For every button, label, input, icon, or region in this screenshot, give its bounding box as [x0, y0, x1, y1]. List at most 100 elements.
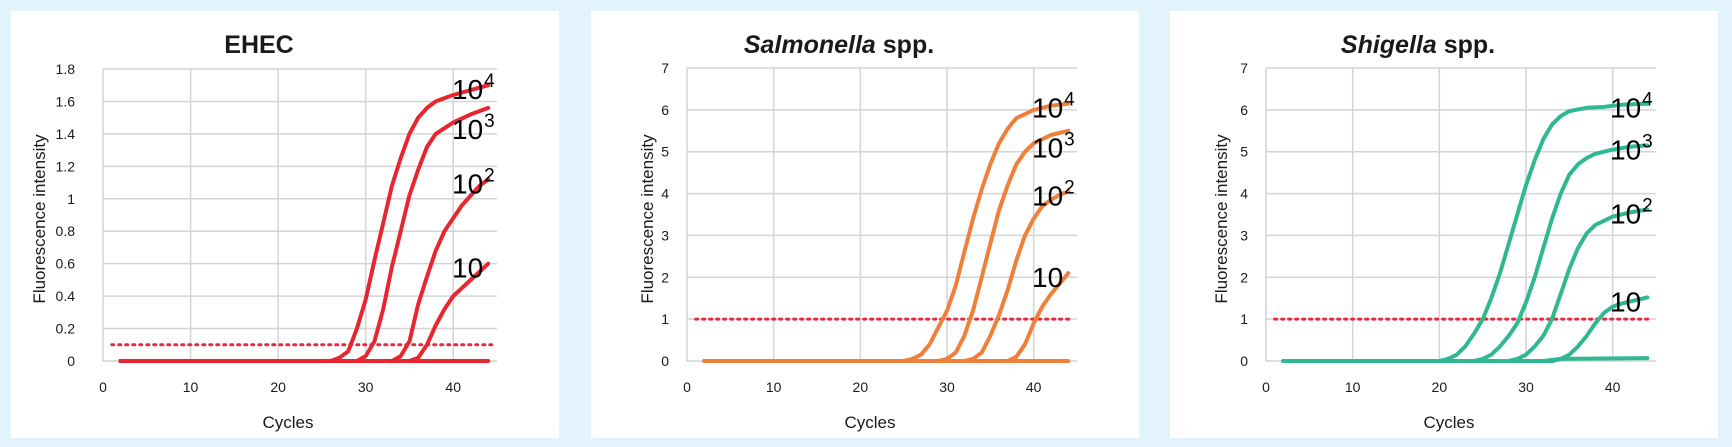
x-tick-label: 30 — [939, 379, 955, 395]
series-end-label: 10 — [452, 253, 483, 284]
series-end-label: 10 — [1032, 262, 1063, 293]
x-tick-label: 30 — [358, 379, 374, 395]
series-line — [702, 189, 1071, 363]
series-line — [118, 105, 491, 363]
series-end-label-exp: 2 — [1642, 195, 1653, 216]
series-end-label-exp: 4 — [1642, 90, 1653, 111]
series-group — [118, 83, 491, 363]
series-end-label-base: 10 — [452, 253, 483, 284]
y-tick-label: 7 — [1240, 60, 1248, 76]
y-tick-label: 7 — [661, 60, 669, 76]
chart-title: Shigella spp. — [1341, 31, 1495, 59]
series-line — [1281, 207, 1650, 363]
series-line — [118, 177, 491, 363]
x-tick-label: 20 — [1432, 379, 1448, 395]
y-axis-label: Fluorescence intensity — [30, 134, 49, 304]
x-tick-label: 40 — [445, 379, 461, 395]
y-tick-label: 0.8 — [56, 223, 76, 239]
series-end-label-base: 10 — [1610, 134, 1641, 165]
series-line — [702, 128, 1071, 363]
y-axis-label: Fluorescence intensity — [638, 134, 657, 304]
series-end-label-base: 10 — [1610, 198, 1641, 229]
series-end-label-exp: 4 — [484, 71, 495, 92]
x-tick-label: 40 — [1605, 379, 1621, 395]
x-tick-label: 10 — [1345, 379, 1361, 395]
chart-title-plain: EHEC — [224, 31, 293, 59]
series-end-label: 102 — [452, 165, 495, 199]
y-tick-label: 1 — [67, 191, 75, 207]
x-tick-label: 20 — [270, 379, 286, 395]
chart-title-plain: spp. — [1437, 31, 1495, 59]
series-line — [1281, 101, 1650, 363]
series-line — [702, 271, 1071, 363]
panel-ehec: 0 0.2 0.4 0.6 0.8 1 1.2 1.4 1.6 1.8 0 10 20 30 40 Cycle… — [11, 11, 559, 438]
series-line — [118, 83, 491, 363]
series-end-label-base: 10 — [1610, 93, 1641, 124]
series-line — [1281, 356, 1650, 363]
series-end-label: 103 — [1610, 131, 1653, 165]
y-tick-label: 5 — [1240, 144, 1248, 160]
y-tick-label: 6 — [661, 102, 669, 118]
y-tick-label: 3 — [661, 227, 669, 243]
x-axis-label: Cycles — [1423, 413, 1474, 432]
y-tick-label: 0 — [67, 353, 75, 369]
panel-shigella: 0 1 2 3 4 5 6 7 0 10 20 30 40 Cycles Fluorescence inte… — [1170, 11, 1718, 438]
chart-salmonella: 0 1 2 3 4 5 6 7 0 10 20 30 40 Cycles Fluorescence inte… — [638, 31, 1077, 432]
series-group — [1281, 101, 1650, 363]
x-tick-label: 20 — [853, 379, 869, 395]
x-tick-label: 10 — [766, 379, 782, 395]
y-tick-label: 1.8 — [56, 61, 76, 77]
grid — [1265, 67, 1656, 362]
x-tick-label: 40 — [1026, 379, 1042, 395]
series-end-label-base: 10 — [1610, 286, 1641, 317]
series-end-label-base: 10 — [1032, 262, 1063, 293]
series-end-label-base: 10 — [452, 168, 483, 199]
x-tick-label: 0 — [1262, 379, 1270, 395]
series-end-label-base: 10 — [1032, 93, 1063, 124]
y-axis-label: Fluorescence intensity — [1212, 134, 1231, 304]
x-axis-label: Cycles — [844, 413, 895, 432]
panel-salmonella: 0 1 2 3 4 5 6 7 0 10 20 30 40 Cycles Fluorescence inte… — [591, 11, 1139, 438]
x-tick-label: 0 — [99, 379, 107, 395]
y-tick-label: 4 — [1240, 186, 1248, 202]
y-tick-label: 2 — [1240, 269, 1248, 285]
grid — [686, 67, 1077, 362]
series-end-label-exp: 2 — [484, 165, 495, 186]
y-tick-label: 1.2 — [56, 158, 76, 174]
y-tick-label: 0 — [661, 353, 669, 369]
series-line — [118, 261, 491, 363]
x-axis-label: Cycles — [262, 413, 313, 432]
y-tick-label: 3 — [1240, 227, 1248, 243]
x-tick-label: 10 — [183, 379, 199, 395]
series-end-label-exp: 2 — [1064, 177, 1075, 198]
series-end-label-base: 10 — [1032, 133, 1063, 164]
chart-title-italic: Salmonella — [744, 31, 876, 59]
y-tick-label: 2 — [661, 269, 669, 285]
y-tick-label: 0.2 — [56, 321, 76, 337]
series-end-label-base: 10 — [452, 74, 483, 105]
series-end-label-exp: 3 — [484, 111, 495, 132]
y-tick-label: 1.6 — [56, 93, 76, 109]
series-end-label: 102 — [1610, 195, 1653, 229]
series-end-label-exp: 3 — [1642, 131, 1653, 152]
y-tick-label: 5 — [661, 144, 669, 160]
chart-title: EHEC — [224, 31, 293, 59]
x-tick-label: 30 — [1518, 379, 1534, 395]
series-end-label: 104 — [452, 71, 495, 105]
y-tick-label: 4 — [661, 186, 669, 202]
series-end-label: 103 — [1032, 130, 1075, 164]
grid — [102, 68, 497, 362]
y-tick-label: 0 — [1240, 353, 1248, 369]
series-end-label-base: 10 — [452, 114, 483, 145]
chart-title: Salmonella spp. — [744, 31, 934, 59]
series-line — [702, 101, 1071, 363]
series-end-label-exp: 3 — [1064, 130, 1075, 151]
series-line — [1281, 295, 1650, 363]
series-line — [1281, 143, 1650, 363]
series-end-label: 104 — [1032, 90, 1075, 124]
chart-ehec: 0 0.2 0.4 0.6 0.8 1 1.2 1.4 1.6 1.8 0 10 20 30 40 Cycle… — [30, 31, 497, 432]
series-end-label: 102 — [1032, 177, 1075, 211]
